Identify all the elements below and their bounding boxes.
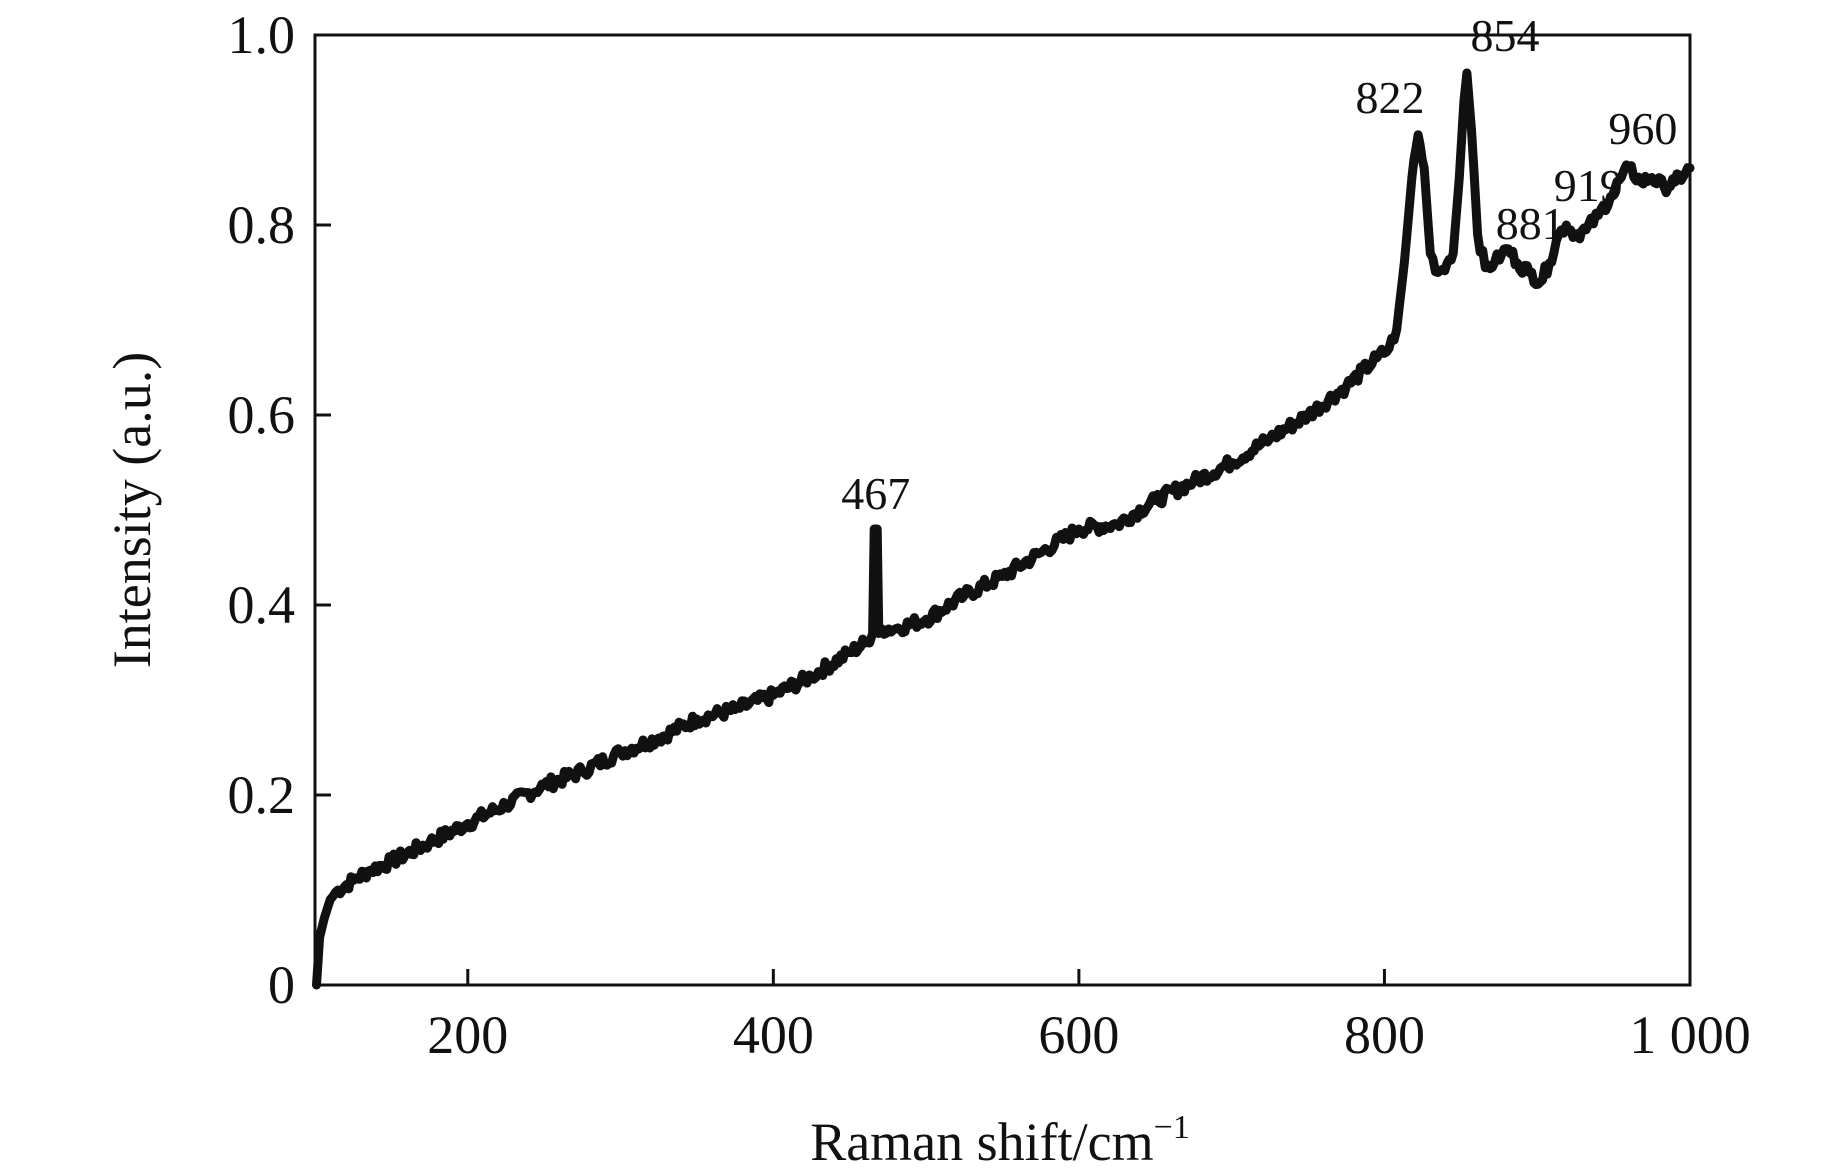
y-axis-title: Intensity (a.u.) — [102, 352, 162, 668]
x-tick-label: 1 000 — [1629, 1005, 1751, 1065]
peak-label-854: 854 — [1470, 10, 1539, 61]
series-line — [312, 68, 1695, 990]
y-tick-label: 0.4 — [228, 575, 296, 635]
x-axis-title: Raman shift/cm−1 — [810, 1109, 1190, 1172]
x-tick-label: 400 — [733, 1005, 814, 1065]
y-tick-label: 0 — [268, 955, 295, 1015]
y-axis-ticks: 0 0.2 0.4 0.6 0.8 1.0 — [228, 5, 331, 1015]
y-tick-label: 0.6 — [228, 385, 296, 445]
peak-label-919: 919 — [1554, 160, 1623, 211]
plot-frame — [313, 33, 1692, 987]
peak-label-822: 822 — [1356, 72, 1425, 123]
y-tick-label: 1.0 — [228, 5, 296, 65]
peak-label-467: 467 — [841, 468, 910, 519]
x-tick-label: 600 — [1038, 1005, 1119, 1065]
y-tick-label: 0.8 — [228, 195, 296, 255]
x-tick-label: 800 — [1344, 1005, 1425, 1065]
x-axis-ticks: 200 400 600 800 1 000 — [427, 969, 1751, 1065]
peak-label-881: 881 — [1496, 198, 1565, 249]
peak-label-960: 960 — [1608, 103, 1677, 154]
x-tick-label: 200 — [427, 1005, 508, 1065]
y-tick-label: 0.2 — [228, 765, 296, 825]
